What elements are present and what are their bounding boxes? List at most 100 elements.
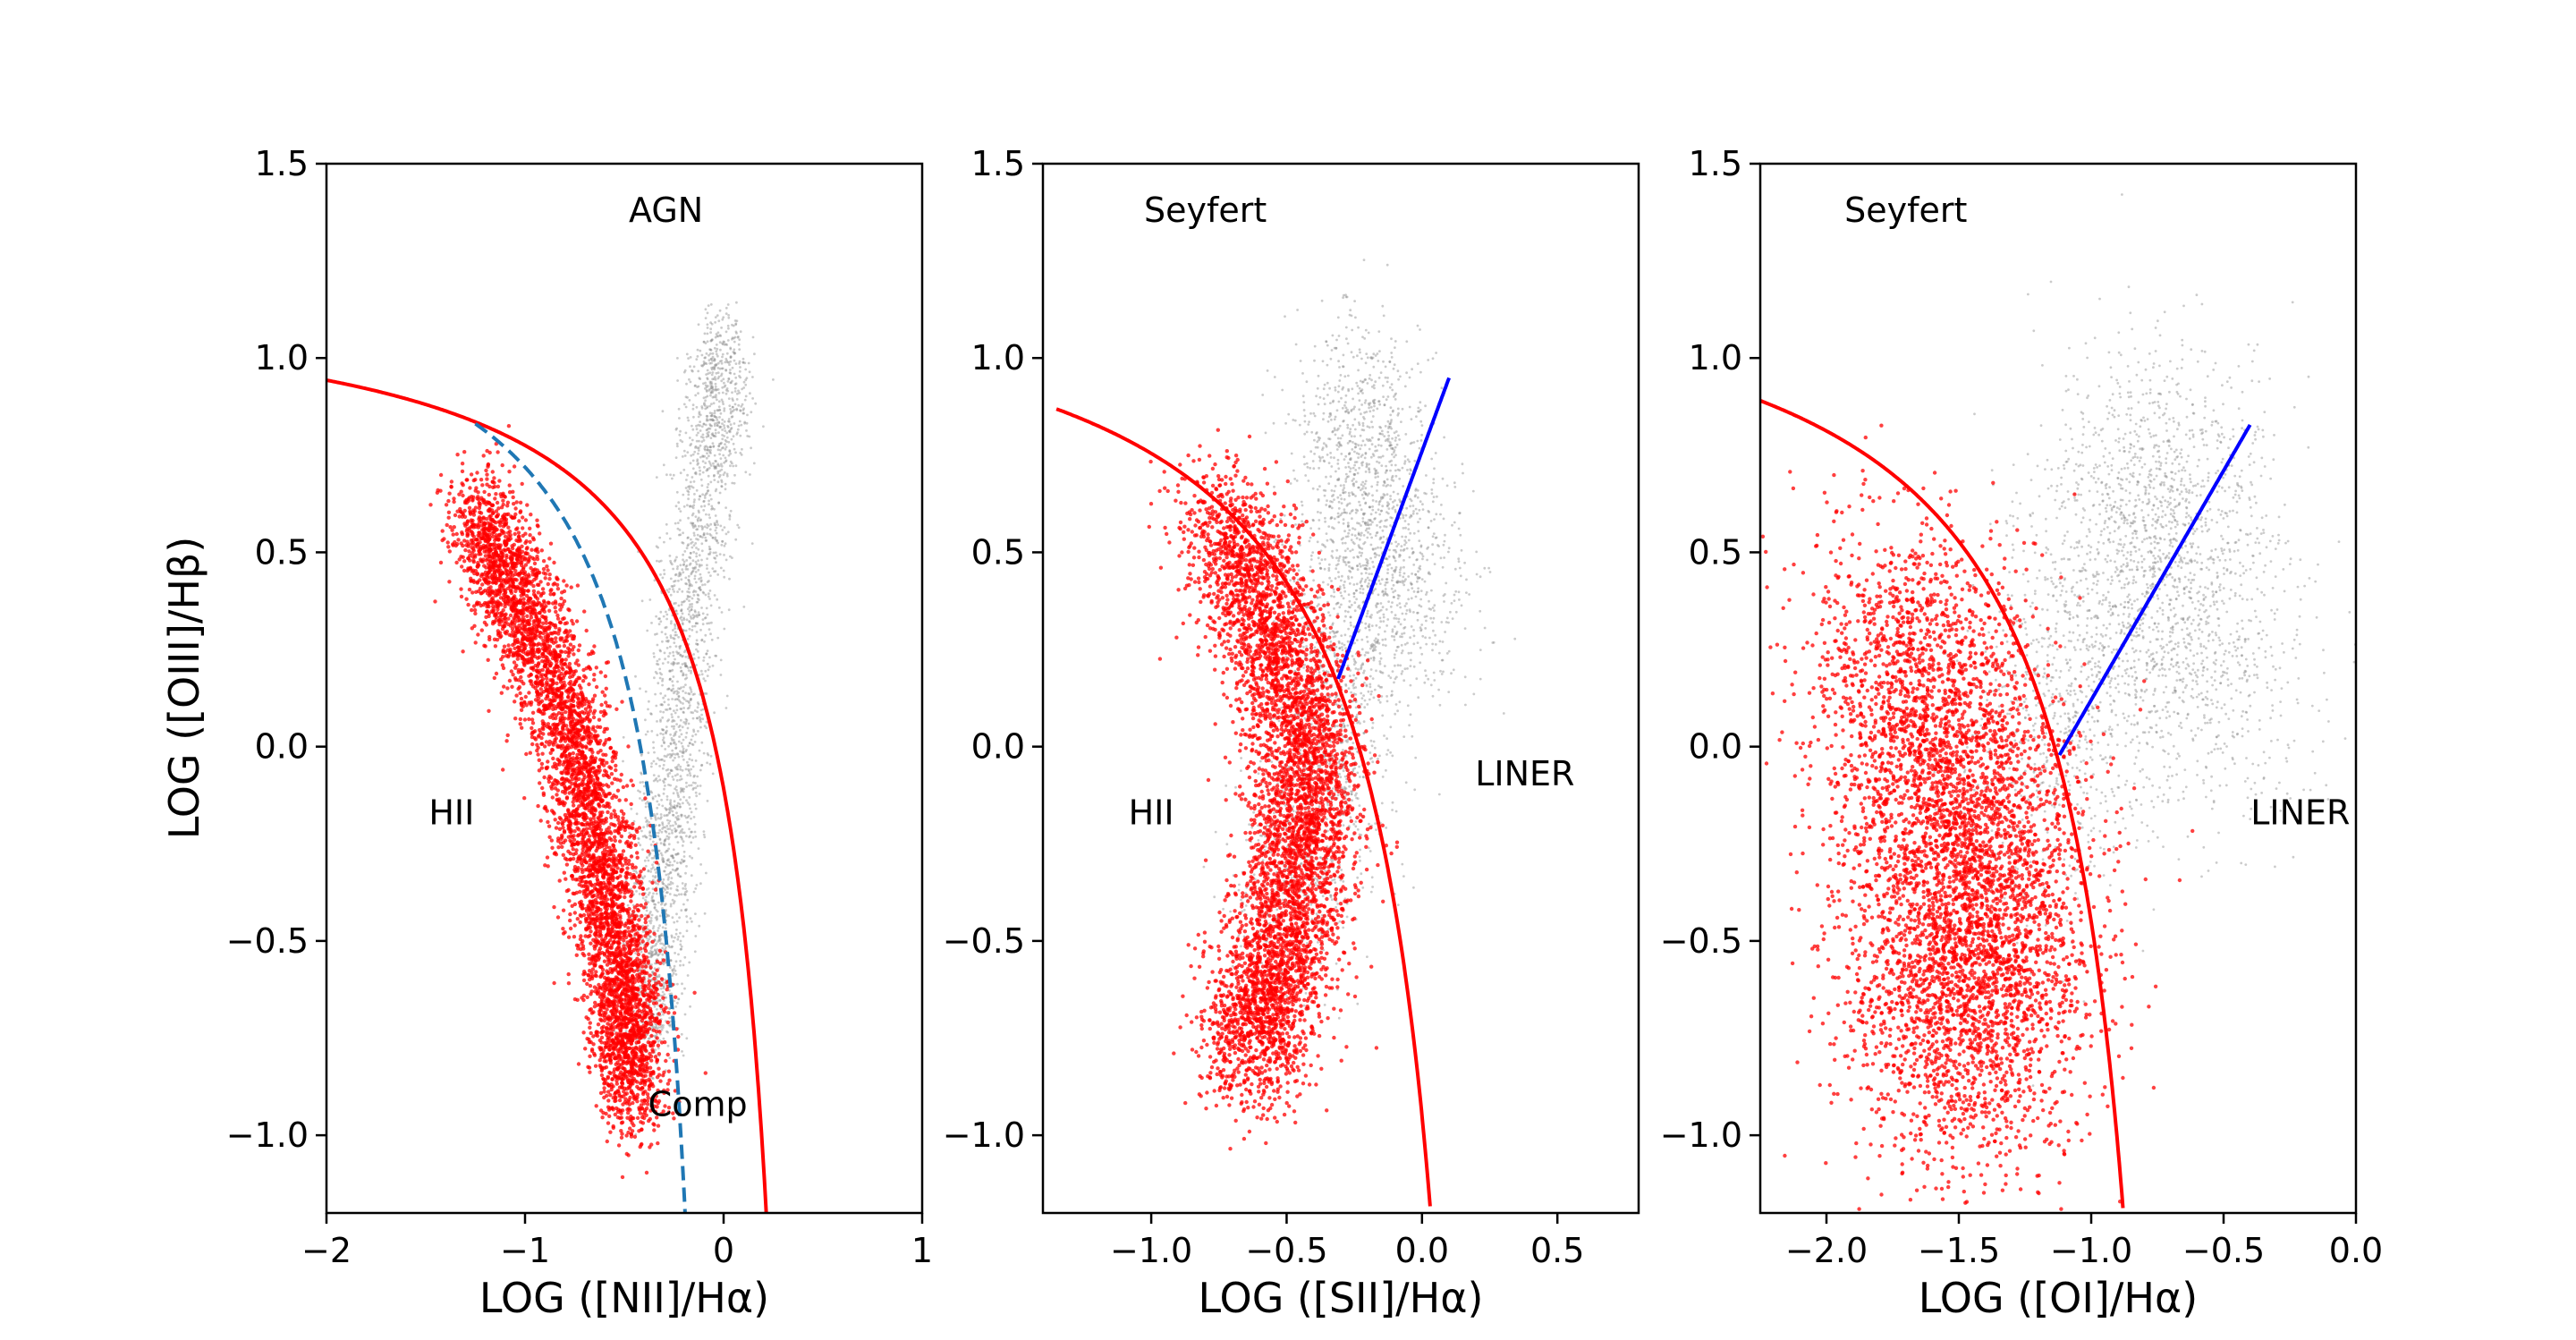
scatter-point — [479, 628, 484, 632]
scatter-point — [655, 919, 658, 921]
scatter-point — [641, 930, 645, 933]
scatter-point — [588, 983, 593, 988]
scatter-point — [704, 536, 708, 539]
scatter-point — [667, 784, 670, 786]
scatter-point — [706, 311, 709, 315]
scatter-point — [703, 505, 707, 508]
scatter-point — [708, 462, 712, 465]
scatter-point — [703, 494, 707, 497]
scatter-point — [665, 886, 669, 889]
scatter-point — [711, 359, 714, 362]
scatter-point — [656, 672, 658, 675]
scatter-point — [656, 812, 658, 816]
scatter-point — [709, 391, 713, 394]
scatter-point — [682, 449, 686, 453]
scatter-point — [602, 1090, 606, 1094]
scatter-point — [475, 581, 479, 585]
scatter-point — [559, 671, 564, 676]
scatter-point — [641, 877, 645, 880]
scatter-point — [667, 847, 670, 851]
scatter-point — [591, 715, 597, 720]
scatter-point — [708, 466, 711, 470]
scatter-point — [657, 835, 660, 838]
scatter-point — [571, 622, 575, 626]
scatter-point — [665, 473, 668, 477]
scatter-point — [709, 445, 713, 449]
scatter-point — [716, 523, 719, 526]
scatter-point — [649, 1058, 654, 1063]
scatter-point — [462, 568, 467, 573]
scatter-point — [720, 372, 724, 376]
scatter-point — [689, 480, 692, 484]
scatter-point — [725, 472, 729, 476]
scatter-point — [727, 377, 731, 380]
scatter-point — [691, 743, 695, 746]
scatter-point — [691, 459, 695, 462]
scatter-point — [675, 912, 678, 916]
scatter-point — [708, 451, 712, 454]
scatter-point — [705, 726, 708, 730]
scatter-point — [714, 386, 717, 388]
scatter-point — [719, 335, 723, 337]
scatter-point — [691, 571, 693, 574]
scatter-point — [732, 324, 735, 327]
scatter-point — [713, 411, 716, 415]
scatter-point — [697, 369, 700, 373]
scatter-point — [716, 347, 719, 351]
scatter-point — [688, 590, 691, 594]
scatter-point — [729, 355, 733, 359]
scatter-point — [707, 524, 710, 528]
scatter-point — [738, 348, 741, 351]
scatter-point — [661, 942, 665, 946]
scatter-point — [681, 745, 684, 748]
scatter-point — [689, 582, 692, 586]
scatter-point — [494, 671, 499, 676]
scatter-point — [664, 777, 667, 781]
scatter-point — [649, 817, 653, 820]
scatter-point — [666, 1011, 671, 1015]
scatter-point — [730, 427, 733, 429]
scatter-point — [669, 784, 672, 787]
scatter-point — [693, 624, 697, 628]
scatter-point — [651, 950, 655, 954]
scatter-point — [610, 759, 614, 764]
scatter-point — [691, 616, 695, 620]
scatter-point — [724, 459, 728, 462]
scatter-point — [562, 598, 567, 604]
scatter-point — [714, 415, 717, 419]
scatter-point — [651, 900, 655, 903]
scatter-point — [688, 599, 691, 602]
scatter-point — [688, 769, 691, 773]
scatter-point — [672, 687, 674, 691]
scatter-point — [730, 437, 733, 441]
scatter-point — [741, 360, 745, 364]
scatter-point — [682, 560, 686, 564]
scatter-point — [639, 903, 643, 908]
scatter-point — [666, 661, 670, 664]
scatter-point — [684, 662, 687, 666]
scatter-point — [711, 536, 715, 539]
scatter-point — [690, 830, 692, 834]
scatter-point — [690, 688, 692, 691]
scatter-point — [673, 602, 675, 606]
scatter-point — [623, 895, 627, 900]
scatter-point — [696, 458, 699, 462]
scatter-point — [446, 498, 451, 504]
scatter-point — [675, 723, 678, 725]
scatter-point — [688, 706, 691, 709]
scatter-point — [671, 739, 674, 742]
scatter-point — [665, 725, 668, 728]
scatter-point — [661, 827, 664, 830]
scatter-point — [652, 856, 656, 860]
scatter-point — [681, 619, 683, 622]
scatter-point — [698, 497, 701, 501]
scatter-point — [681, 844, 684, 847]
scatter-point — [680, 1032, 683, 1036]
scatter-point — [672, 654, 675, 657]
scatter-point — [579, 934, 583, 938]
scatter-point — [727, 608, 731, 612]
scatter-point — [673, 590, 675, 593]
scatter-point — [679, 931, 682, 935]
scatter-point — [663, 742, 665, 744]
scatter-point — [678, 805, 682, 809]
